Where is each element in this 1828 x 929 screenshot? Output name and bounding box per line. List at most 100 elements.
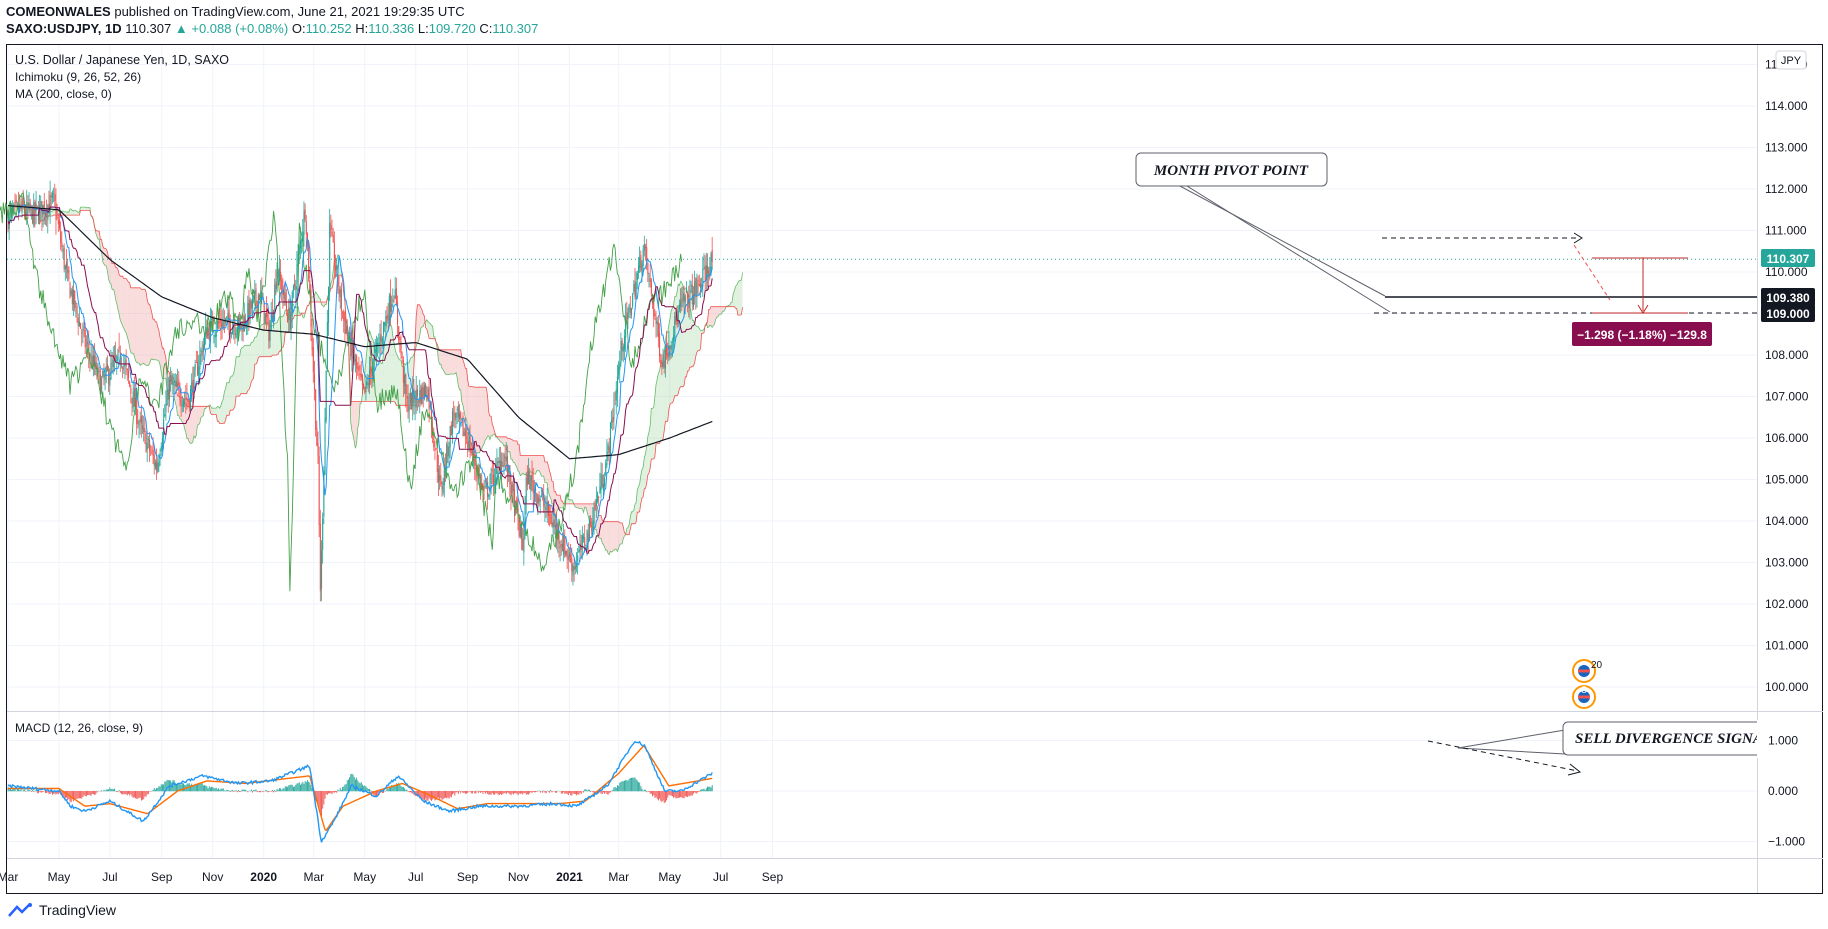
candle-body[interactable] xyxy=(49,195,51,210)
candle-body[interactable] xyxy=(416,388,418,397)
candle-body[interactable] xyxy=(309,280,311,293)
candle-body[interactable] xyxy=(372,366,374,379)
candle-body[interactable] xyxy=(498,460,500,464)
candle-body[interactable] xyxy=(81,332,83,334)
candle-body[interactable] xyxy=(391,304,393,312)
candle-body[interactable] xyxy=(249,299,251,319)
candle-body[interactable] xyxy=(136,400,138,425)
candle-body[interactable] xyxy=(457,405,459,418)
candle-body[interactable] xyxy=(308,241,310,279)
candle-body[interactable] xyxy=(400,341,402,355)
candle-body[interactable] xyxy=(102,371,104,377)
candle-body[interactable] xyxy=(158,460,160,467)
candle-body[interactable] xyxy=(186,397,188,401)
candle-body[interactable] xyxy=(412,388,414,407)
candle-body[interactable] xyxy=(150,452,152,453)
candle-body[interactable] xyxy=(619,362,621,370)
candle-body[interactable] xyxy=(421,385,423,405)
candle-body[interactable] xyxy=(508,465,510,474)
candle-body[interactable] xyxy=(365,380,367,392)
candle-body[interactable] xyxy=(211,318,213,320)
candle-body[interactable] xyxy=(409,392,411,404)
candle-body[interactable] xyxy=(374,348,376,353)
candle-body[interactable] xyxy=(689,289,691,307)
candle-body[interactable] xyxy=(399,337,401,340)
candle-body[interactable] xyxy=(439,475,441,481)
candle-body[interactable] xyxy=(298,245,300,254)
candle-body[interactable] xyxy=(571,558,573,572)
candle-body[interactable] xyxy=(63,247,65,269)
candle-body[interactable] xyxy=(435,448,437,450)
candle-body[interactable] xyxy=(525,477,527,504)
candle-body[interactable] xyxy=(12,210,14,213)
candle-body[interactable] xyxy=(185,397,187,400)
candle-body[interactable] xyxy=(560,544,562,547)
candle-body[interactable] xyxy=(223,321,225,323)
footer-brand[interactable]: TradingView xyxy=(8,902,116,918)
candle-body[interactable] xyxy=(322,518,324,551)
candle-body[interactable] xyxy=(585,546,587,549)
legend-ma[interactable]: MA (200, close, 0) xyxy=(15,87,112,101)
candle-body[interactable] xyxy=(703,267,705,269)
ma200-line[interactable] xyxy=(7,205,713,460)
candle-body[interactable] xyxy=(228,309,230,322)
candle-body[interactable] xyxy=(41,201,43,218)
candle-body[interactable] xyxy=(350,332,352,357)
candle-body[interactable] xyxy=(676,318,678,326)
candle-body[interactable] xyxy=(126,369,128,371)
candle-body[interactable] xyxy=(377,342,379,345)
candle-body[interactable] xyxy=(115,354,117,359)
candle-body[interactable] xyxy=(570,555,572,562)
candle-body[interactable] xyxy=(116,356,118,362)
candle-body[interactable] xyxy=(375,342,378,352)
candle-body[interactable] xyxy=(503,454,505,467)
candle-body[interactable] xyxy=(235,333,237,338)
candle-body[interactable] xyxy=(608,446,610,453)
candle-body[interactable] xyxy=(324,417,326,475)
candle-body[interactable] xyxy=(664,346,666,369)
candle-body[interactable] xyxy=(171,375,173,385)
candle-body[interactable] xyxy=(654,314,656,316)
candle-body[interactable] xyxy=(574,565,576,570)
candle-body[interactable] xyxy=(44,212,47,217)
candle-body[interactable] xyxy=(266,309,268,318)
candle-body[interactable] xyxy=(152,450,154,456)
candle-body[interactable] xyxy=(295,286,297,290)
candle-body[interactable] xyxy=(180,399,182,405)
candle-body[interactable] xyxy=(636,272,638,281)
candle-body[interactable] xyxy=(540,495,542,497)
candle-body[interactable] xyxy=(46,209,48,217)
candle-body[interactable] xyxy=(694,280,696,296)
candle-body[interactable] xyxy=(188,399,190,409)
candle-body[interactable] xyxy=(330,225,332,230)
candle-body[interactable] xyxy=(675,315,677,322)
candle-body[interactable] xyxy=(23,208,25,214)
candle-body[interactable] xyxy=(695,277,697,298)
candle-body[interactable] xyxy=(704,266,706,282)
candle-body[interactable] xyxy=(512,484,514,492)
candle-body[interactable] xyxy=(678,304,681,310)
candle-body[interactable] xyxy=(599,486,601,494)
candle-body[interactable] xyxy=(594,505,596,510)
macd-divergence-line[interactable] xyxy=(1427,740,1579,772)
candle-body[interactable] xyxy=(161,438,164,449)
candle-body[interactable] xyxy=(248,299,250,321)
candle-body[interactable] xyxy=(349,332,351,340)
candle-body[interactable] xyxy=(397,302,399,325)
candle-body[interactable] xyxy=(56,217,58,218)
candle-body[interactable] xyxy=(215,331,217,338)
candle-body[interactable] xyxy=(187,399,189,403)
candle-body[interactable] xyxy=(28,202,30,210)
candle-body[interactable] xyxy=(491,469,493,472)
candle-body[interactable] xyxy=(611,419,613,423)
candle-body[interactable] xyxy=(67,269,69,273)
candle-body[interactable] xyxy=(209,320,211,343)
candle-body[interactable] xyxy=(87,341,89,345)
candle-body[interactable] xyxy=(70,290,72,295)
candle-body[interactable] xyxy=(291,291,293,316)
candle-body[interactable] xyxy=(71,289,73,305)
kijun-sen-line[interactable] xyxy=(7,206,713,554)
candle-body[interactable] xyxy=(192,379,194,396)
candle-body[interactable] xyxy=(264,312,266,325)
candle-body[interactable] xyxy=(109,377,111,386)
